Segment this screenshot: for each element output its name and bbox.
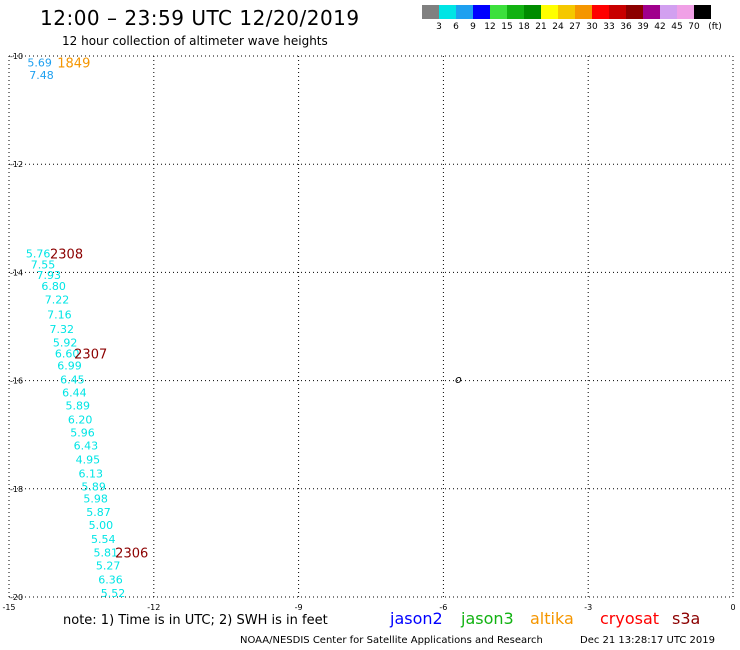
pass-time-labels: 1849 2308 2307 2306: [50, 56, 148, 561]
generated-timestamp: Dec 21 13:28:17 UTC 2019: [580, 635, 715, 646]
y-tick-label: -14: [10, 268, 23, 277]
scale-swatch: [660, 5, 677, 19]
scale-swatch: [677, 5, 694, 19]
y-tick-label: -16: [10, 377, 23, 386]
wave-height-value: 7.55: [31, 258, 56, 271]
wave-height-value: 5.98: [83, 493, 108, 506]
wave-height-value: 6.99: [57, 359, 81, 372]
scale-label: 30: [586, 22, 598, 32]
scale-swatch: [524, 5, 541, 19]
scale-swatch: [541, 5, 558, 19]
scale-label: 42: [654, 22, 666, 32]
y-tick-label: -18: [10, 485, 23, 494]
island-marker: o: [455, 373, 462, 386]
scale-label: 6: [453, 22, 459, 32]
scale-label: 27: [569, 22, 581, 32]
pass-time-value: 2306: [115, 547, 148, 562]
x-tick-label: -15: [2, 603, 15, 612]
wave-height-value: 5.00: [89, 519, 114, 532]
x-tick-label: 0: [730, 603, 735, 612]
wave-height-value: 5.52: [101, 587, 126, 600]
wave-height-value: 5.92: [53, 337, 78, 350]
scale-label: 33: [603, 22, 615, 32]
scale-label: 3: [436, 22, 442, 32]
scale-swatch: [473, 5, 490, 19]
y-tick-label: -20: [10, 593, 23, 602]
legend-altika: altika: [530, 609, 574, 628]
wave-height-value: 6.44: [62, 387, 87, 400]
wave-height-value: 5.89: [65, 399, 90, 412]
scale-swatch: [422, 5, 439, 19]
wave-height-value: 6.60: [55, 348, 80, 361]
wave-height-value: 6.80: [41, 280, 66, 293]
lat-lon-grid: [8, 55, 734, 598]
legend-jason2: jason2: [390, 609, 443, 628]
credit-line: NOAA/NESDIS Center for Satellite Applica…: [240, 635, 543, 646]
wave-height-value: 5.69: [27, 56, 51, 69]
wave-height-value: 5.76: [26, 247, 51, 260]
x-tick-label: -9: [295, 603, 303, 612]
wave-height-observations: 5.697.48 5.767.557.936.807.22 7.167.325.92…: [26, 56, 125, 600]
y-tick-label: -12: [10, 160, 23, 169]
wave-height-value: 6.43: [74, 440, 99, 453]
scale-unit: (ft): [708, 22, 722, 32]
pass-time-value: 2308: [50, 247, 83, 262]
scale-swatch: [609, 5, 626, 19]
scale-swatch: [439, 5, 456, 19]
y-tick-label: -10: [10, 52, 23, 61]
x-tick-label: -12: [147, 603, 160, 612]
scale-label: 12: [484, 22, 496, 32]
scale-label: 18: [518, 22, 530, 32]
wave-height-value: 5.81: [93, 547, 118, 560]
scale-swatch: [592, 5, 609, 19]
scale-label: 36: [620, 22, 632, 32]
wave-height-value: 5.54: [91, 533, 116, 546]
scale-label: 70: [688, 22, 700, 32]
wave-height-value: 7.22: [45, 293, 69, 306]
wave-height-value: 6.20: [68, 414, 93, 427]
scale-swatch: [575, 5, 592, 19]
chart-subtitle: 12 hour collection of altimeter wave hei…: [62, 34, 328, 48]
scale-swatch: [643, 5, 660, 19]
footer-note: note: 1) Time is in UTC; 2) SWH is in fe…: [63, 613, 328, 628]
scale-label: 15: [501, 22, 513, 32]
wave-height-value: 6.45: [60, 374, 85, 387]
scale-label: 45: [671, 22, 683, 32]
wave-height-value: 6.36: [98, 574, 123, 587]
scale-swatch: [694, 5, 711, 19]
legend-cryosat: cryosat: [600, 609, 660, 628]
legend-jason3: jason3: [461, 609, 514, 628]
x-tick-label: -3: [584, 603, 592, 612]
wave-height-value: 5.96: [70, 427, 95, 440]
scale-swatch: [456, 5, 473, 19]
legend-s3a: s3a: [672, 609, 701, 628]
pass-time-value: 1849: [57, 56, 90, 71]
wave-height-value: 5.87: [86, 506, 111, 519]
x-tick-label: -6: [439, 603, 447, 612]
wave-height-value: 6.13: [79, 468, 104, 481]
scale-swatch: [558, 5, 575, 19]
scale-label: 39: [637, 22, 649, 32]
wave-height-value: 4.95: [76, 454, 101, 467]
wave-height-value: 5.27: [96, 560, 121, 573]
wave-height-value: 7.16: [47, 309, 71, 322]
scale-swatch: [490, 5, 507, 19]
wave-height-value: 5.89: [81, 481, 106, 494]
wave-height-value: 7.48: [29, 69, 54, 82]
wave-height-value: 7.93: [37, 269, 62, 282]
scale-swatch: [626, 5, 643, 19]
scale-label: 9: [470, 22, 476, 32]
axis-tick-labels: -15 -12 -9 -6 -3 0 -10 -12 -14 -16 -18 -20: [2, 52, 735, 612]
scale-label: 21: [535, 22, 547, 32]
wave-height-value: 7.32: [50, 323, 75, 336]
scale-label: 24: [552, 22, 564, 32]
pass-time-value: 2307: [74, 348, 107, 363]
scale-swatch: [507, 5, 524, 19]
chart-title: 12:00 – 23:59 UTC 12/20/2019: [40, 6, 360, 30]
